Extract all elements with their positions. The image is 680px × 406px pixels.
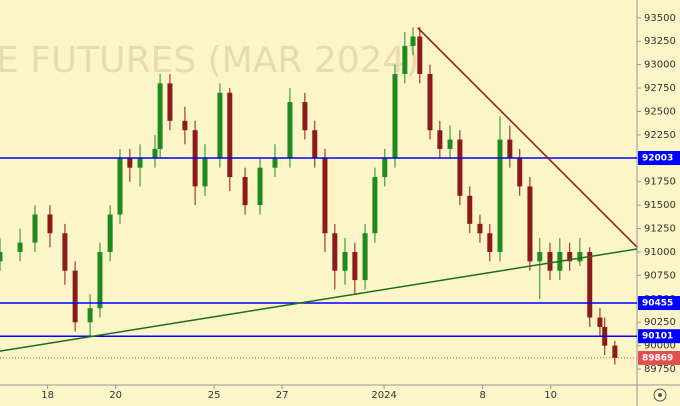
candle-body xyxy=(487,233,493,252)
y-tick-label: 92500 xyxy=(644,106,676,117)
candle-body xyxy=(32,214,38,243)
candle-body xyxy=(137,158,143,168)
level-label: 90101 xyxy=(642,332,673,342)
trend-line xyxy=(417,27,638,248)
y-tick-label: 89750 xyxy=(644,364,676,375)
candle-body xyxy=(447,139,453,149)
candle-body xyxy=(322,158,328,234)
candle-body xyxy=(427,74,433,131)
candle-body xyxy=(107,214,113,252)
candle-body xyxy=(392,74,398,159)
candle-body xyxy=(437,130,443,149)
candle-body xyxy=(217,92,223,159)
level-label: 90455 xyxy=(642,299,673,309)
candle-body xyxy=(72,270,78,323)
candle-body xyxy=(372,177,378,234)
x-tick-label: 25 xyxy=(208,390,221,401)
candle-body xyxy=(47,214,53,234)
candle-body xyxy=(567,251,573,262)
candle-body xyxy=(410,36,416,46)
candle-body xyxy=(587,251,593,318)
candle-body xyxy=(517,158,523,187)
y-tick-label: 90750 xyxy=(644,270,676,281)
candle-body xyxy=(182,120,188,131)
y-tick-label: 91000 xyxy=(644,247,676,258)
candle-body xyxy=(457,139,463,196)
candle-body xyxy=(272,158,278,168)
y-tick-label: 93500 xyxy=(644,13,676,24)
y-tick-label: 90250 xyxy=(644,317,676,328)
candle-body xyxy=(362,233,368,281)
level-label-box xyxy=(638,151,680,166)
candle-body xyxy=(157,83,163,149)
candle-body xyxy=(17,242,23,252)
x-tick-label: 27 xyxy=(276,390,289,401)
candle-body xyxy=(537,251,543,262)
y-tick-label: 92250 xyxy=(644,130,676,141)
x-tick-label: 8 xyxy=(479,390,485,401)
candle-body xyxy=(202,158,208,187)
candle-body xyxy=(287,102,293,159)
candle-body xyxy=(167,83,173,121)
candle-body xyxy=(0,251,3,262)
level-label: 92003 xyxy=(642,154,673,164)
y-tick-label: 91500 xyxy=(644,200,676,211)
candle-body xyxy=(417,36,423,75)
candle-body xyxy=(352,251,358,281)
candle-body xyxy=(402,45,408,75)
y-tick-label: 93000 xyxy=(644,60,676,71)
x-tick-label: 10 xyxy=(544,390,557,401)
y-tick-label: 92750 xyxy=(644,83,676,94)
candle-body xyxy=(227,92,233,178)
candle-body xyxy=(597,317,603,327)
y-tick-label: 91750 xyxy=(644,177,676,188)
candle-body xyxy=(257,167,263,206)
y-tick-label: 93250 xyxy=(644,36,676,47)
last-price-box xyxy=(638,350,680,365)
candle-body xyxy=(302,102,308,131)
candle-body xyxy=(127,158,133,168)
candle-body xyxy=(242,177,248,206)
x-tick-label: 18 xyxy=(41,390,54,401)
x-tick-label: 20 xyxy=(109,390,122,401)
candle-body xyxy=(477,223,483,234)
candle-body xyxy=(152,148,158,159)
last-price-label: 89869 xyxy=(642,353,673,363)
candle-body xyxy=(87,308,93,323)
candle-body xyxy=(62,233,68,271)
watermark: E FUTURES (MAR 2024) xyxy=(0,40,420,81)
x-tick-label: 2024 xyxy=(371,390,396,401)
candle-body xyxy=(467,195,473,224)
candle-body xyxy=(342,251,348,271)
candle-body xyxy=(332,233,338,271)
level-label-box xyxy=(638,329,680,344)
candle-body xyxy=(547,251,553,271)
candle-body xyxy=(382,158,388,178)
y-tick-label: 91250 xyxy=(644,224,676,235)
candle-body xyxy=(527,186,533,262)
level-label-box xyxy=(638,296,680,311)
candle-body xyxy=(577,251,583,262)
settings-icon-dot xyxy=(658,393,662,397)
settings-icon[interactable] xyxy=(653,388,667,402)
candle-body xyxy=(507,139,513,159)
candle-body xyxy=(312,130,318,159)
candle-body xyxy=(97,251,103,309)
trend-line xyxy=(0,248,638,352)
y-tick-label: 90000 xyxy=(644,341,676,352)
candle-body xyxy=(117,158,123,215)
candle-body xyxy=(497,139,503,252)
candle-body xyxy=(612,345,618,358)
